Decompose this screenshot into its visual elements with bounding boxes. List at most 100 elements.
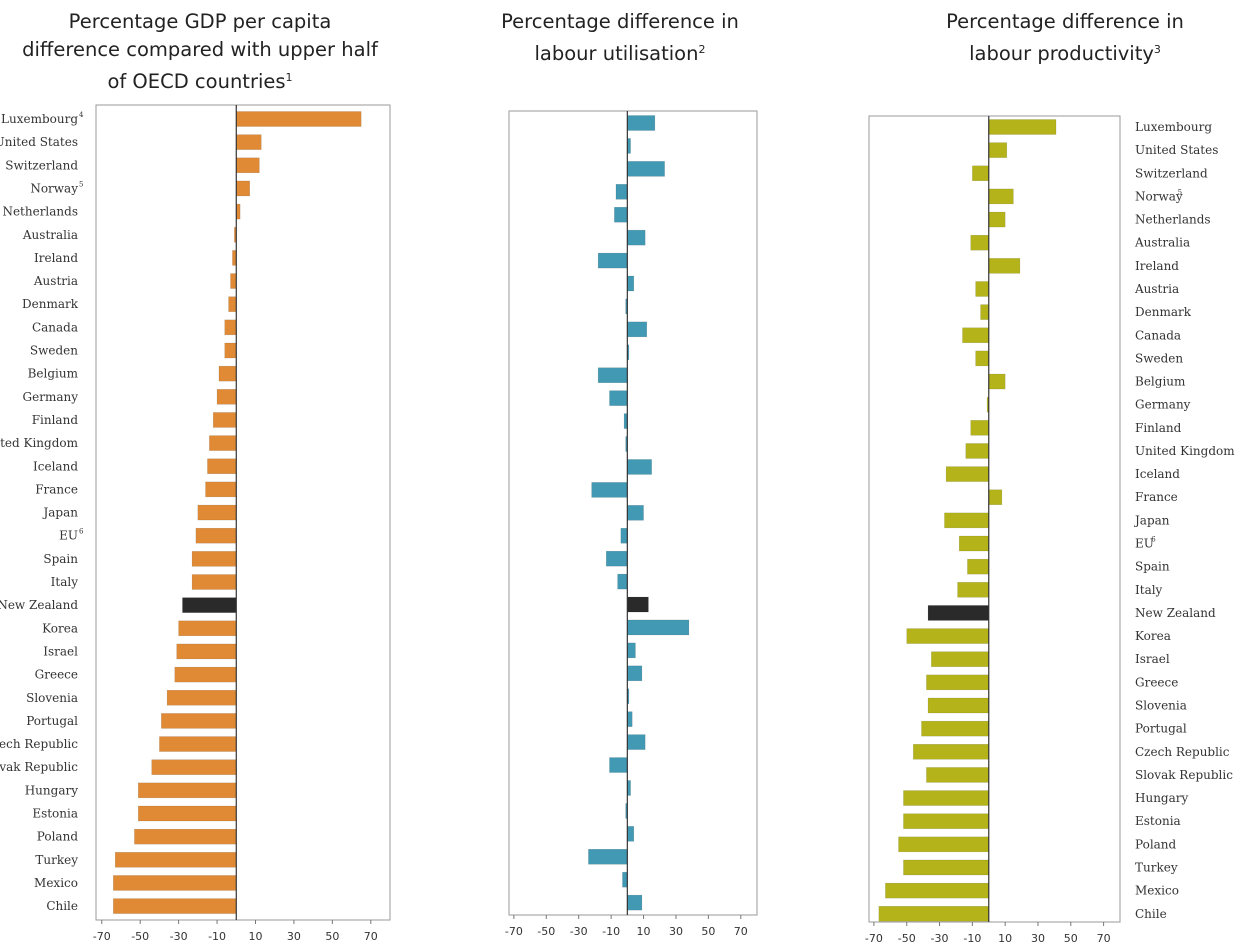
category-label-productivity-estonia: Estonia [1135,814,1181,828]
bar-utilisation-germany [609,390,628,406]
x-tick-label-productivity: 30 [1031,932,1045,945]
bar-productivity-turkey [903,859,990,876]
category-label-gdp-new-zealand: New Zealand [0,598,78,612]
chart-title-productivity-note: 3 [1153,43,1161,56]
bar-utilisation-norway [615,184,628,200]
bar-productivity-eu [958,535,990,552]
bar-utilisation-czech-republic [627,734,646,750]
category-label-gdp-united-states: United States [0,135,78,149]
chart-title-utilisation-line-1: Percentage difference in [501,10,739,33]
bar-gdp-denmark [228,296,237,312]
category-label-gdp-iceland: Iceland [33,459,78,473]
plot-frame-gdp [95,104,391,921]
category-label-gdp-chile: Chile [46,899,78,913]
chart-title-productivity-line-1: Percentage difference in [946,10,1184,33]
bar-gdp-new-zealand [182,597,237,613]
bar-utilisation-chile [627,894,643,911]
bar-utilisation-netherlands [614,206,628,223]
category-label-productivity-austria: Austria [1134,282,1179,296]
x-tick-label-utilisation: -10 [602,925,620,938]
category-label-productivity-chile: Chile [1135,907,1167,921]
bar-productivity-japan [944,512,990,529]
x-tick-label-gdp: -10 [208,930,226,943]
bar-productivity-greece [926,674,990,691]
category-label-productivity-spain: Spain [1135,560,1170,574]
x-tick-label-productivity: -50 [898,932,916,945]
x-tick-label-gdp: -30 [170,930,188,943]
category-label-gdp-slovak-republic: Slovak Republic [0,760,78,774]
bar-utilisation-switzerland [627,161,665,177]
category-label-productivity-france: France [1135,490,1178,504]
bar-productivity-mexico [885,882,990,899]
category-label-gdp-greece: Greece [35,668,78,682]
bar-productivity-ireland [988,258,1021,274]
category-label-productivity-japan: Japan [1133,513,1170,527]
bar-productivity-australia [970,234,990,251]
category-label-gdp-norway: Norway [30,181,78,195]
bar-gdp-poland [134,828,237,845]
bar-utilisation-belgium [597,367,628,383]
category-label-gdp-austria: Austria [33,274,78,288]
bar-utilisation-ireland [597,252,628,269]
category-label-gdp-turkey: Turkey [35,853,78,867]
x-tick-label-utilisation: -70 [505,925,523,938]
category-label-gdp-estonia: Estonia [32,807,78,821]
bar-productivity-denmark [980,304,990,320]
bar-gdp-turkey [114,852,237,868]
bar-gdp-eu [195,527,237,544]
category-label-gdp-france: France [35,482,78,496]
bar-productivity-sweden [975,350,990,367]
chart-title-gdp-line-1: Percentage GDP per capita [68,10,332,33]
category-label-gdp-slovenia: Slovenia [26,691,78,705]
bar-productivity-iceland [945,466,990,482]
bar-productivity-israel [931,651,990,667]
bar-gdp-greece [174,666,237,683]
bar-gdp-slovak-republic [151,759,237,775]
bar-gdp-israel [176,643,237,660]
category-label-productivity-korea: Korea [1135,629,1171,643]
bar-gdp-slovenia [166,690,237,706]
x-tick-label-gdp: 70 [364,930,378,943]
category-label-productivity-finland: Finland [1135,421,1182,435]
category-label-gdp-switzerland: Switzerland [5,158,78,172]
x-tick-label-productivity: -10 [963,932,981,945]
bar-productivity-austria [975,281,990,297]
x-tick-label-utilisation: 30 [669,925,683,938]
x-tick-label-productivity: -30 [931,932,949,945]
bar-utilisation-canada [627,321,648,338]
bar-productivity-switzerland [972,165,990,182]
chart-title-gdp-line-2: difference compared with upper half [22,38,378,61]
chart-title-utilisation-line-2: labour utilisation [534,42,699,65]
category-note-gdp-norway: 5 [79,180,83,188]
bar-utilisation-israel [627,642,636,659]
bar-utilisation-france [591,482,628,498]
bar-productivity-portugal [921,720,990,737]
bar-productivity-luxembourg [988,119,1057,135]
x-tick-label-gdp: -50 [131,930,149,943]
bar-productivity-finland [970,420,990,436]
category-label-productivity-united-states: United States [1135,143,1218,157]
bar-gdp-canada [224,319,237,336]
bar-utilisation-portugal [627,711,633,727]
category-label-productivity-poland: Poland [1135,837,1177,851]
x-tick-label-productivity: 50 [1064,932,1078,945]
bar-utilisation-luxembourg [627,115,656,131]
chart-title-utilisation: Percentage difference in labour utilisat… [470,8,770,68]
category-label-gdp-hungary: Hungary [25,783,78,797]
category-label-productivity-mexico: Mexico [1135,884,1179,898]
category-label-productivity-belgium: Belgium [1135,375,1186,389]
x-tick-label-gdp: 50 [325,930,339,943]
category-label-productivity-czech-republic: Czech Republic [1135,745,1230,759]
chart-title-gdp: Percentage GDP per capita difference com… [0,8,400,96]
category-label-gdp-luxembourg: Luxembourg [1,112,78,126]
category-label-productivity-germany: Germany [1135,398,1191,412]
bar-utilisation-iceland [627,459,652,475]
x-tick-label-productivity: 70 [1097,932,1111,945]
bar-gdp-united-states [236,134,262,150]
bar-productivity-korea [906,628,990,644]
x-tick-label-utilisation: -50 [537,925,555,938]
category-label-productivity-hungary: Hungary [1135,791,1188,805]
bar-gdp-switzerland [236,157,260,174]
bar-gdp-france [205,481,237,498]
